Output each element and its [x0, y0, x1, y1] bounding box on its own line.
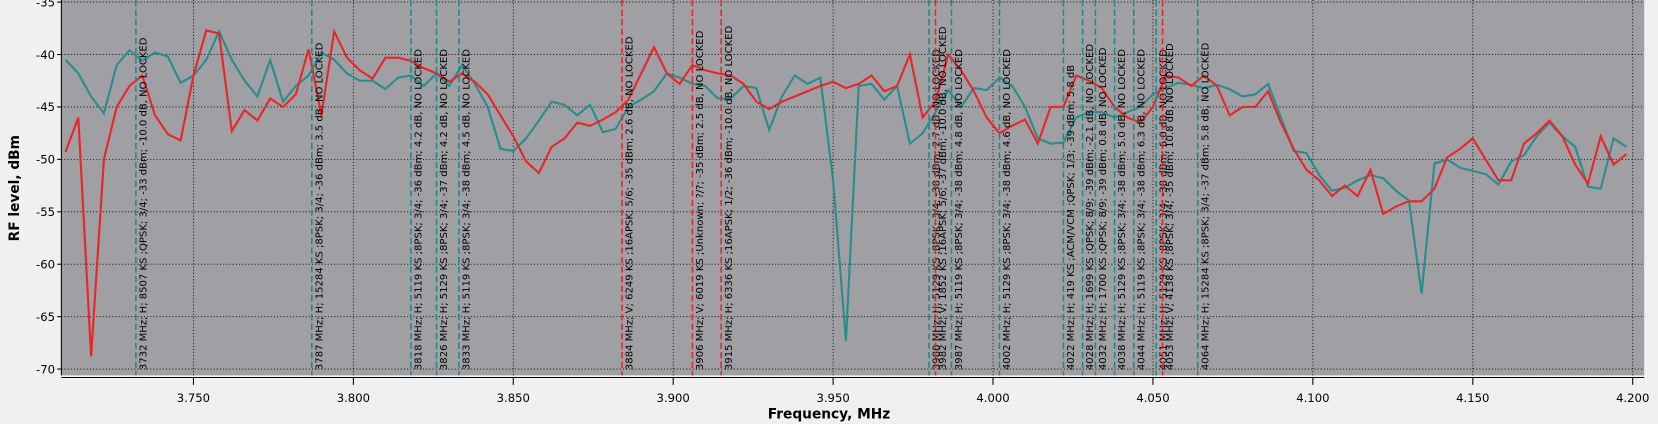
marker-label: 4022 MHz; H; 419 KS ;ACM/VCM ;QPSK; 1/3;… [1066, 65, 1077, 370]
x-tick-label: 3.750 [177, 391, 210, 405]
marker-label: 3884 MHz; V; 6249 KS ;16APSK; 5/6; -35 d… [625, 36, 636, 370]
series-line [64, 27, 1627, 357]
y-tick-label: -45 [36, 100, 55, 114]
y-tick-label: -70 [36, 362, 55, 376]
marker-label: 3833 MHz; H; 5119 KS ;8PSK; 3/4; -38 dBm… [461, 49, 472, 370]
x-tick-label: 4.000 [976, 391, 1009, 405]
x-tick-label: 4.050 [1136, 391, 1169, 405]
y-tick-label: -35 [36, 0, 55, 9]
marker-label: 3980 MHz; H; 5129 KS ;8PSK; 3/4; -38 dBm… [932, 49, 943, 370]
y-tick-label: -60 [36, 257, 55, 271]
marker-label: 4002 MHz; H; 5129 KS ;8PSK; 3/4; -38 dBm… [1002, 49, 1013, 370]
marker-label: 4051 MHz; H; 5129 KS ;8PSK; 3/4; -38 dBm… [1159, 49, 1170, 370]
marker-label: 3787 MHz; H; 15284 KS ;8PSK; 3/4; -36 dB… [314, 42, 325, 370]
marker-label: 3732 MHz; H; 8507 KS ;QPSK; 3/4; -33 dBm… [138, 37, 149, 370]
marker-label: 4064 MHz; H; 15284 KS ;8PSK; 3/4; -37 dB… [1200, 42, 1211, 370]
x-tick-label: 4.100 [1296, 391, 1329, 405]
marker-label: 4053 MHz; V; 4138 KS ;8PSK; 3/4; -35 dBm… [1165, 43, 1176, 370]
marker-label: 3906 MHz; V; 6019 KS ;Unknown; ?/?; -35 … [695, 30, 706, 370]
marker-label: 4038 MHz; H; 5129 KS ;8PSK; 3/4; -38 dBm… [1117, 49, 1128, 370]
marker-label: 4028 MHz; H; 1699 KS ;QPSK; 8/9; -39 dBm… [1085, 44, 1096, 370]
marker-label: 3826 MHz; H; 5129 KS ;8PSK; 3/4; -37 dBm… [439, 49, 450, 370]
y-tick-label: -55 [36, 205, 55, 219]
x-tick-label: 3.800 [337, 391, 370, 405]
marker-label: 3915 MHz; H; 6336 KS ;16APSK; 1/2; -36 d… [724, 26, 735, 371]
y-axis-label: RF level, dBm [7, 135, 23, 241]
marker-label: 4044 MHz; H; 5119 KS ;8PSK; 3/4; -38 dBm… [1136, 49, 1147, 370]
y-tick-label: -40 [36, 48, 55, 62]
marker-label: 3818 MHz; H; 5119 KS ;8PSK; 3/4; -36 dBm… [414, 49, 425, 370]
x-tick-label: 4.200 [1616, 391, 1649, 405]
y-tick-label: -50 [36, 153, 55, 167]
x-tick-label: 3.900 [657, 391, 690, 405]
y-tick-label: -65 [36, 310, 55, 324]
x-tick-label: 3.950 [816, 391, 849, 405]
marker-label: 4032 MHz; H; 1700 KS ;QPSK; 8/9; -39 dBm… [1098, 47, 1109, 370]
x-tick-label: 3.850 [497, 391, 530, 405]
marker-label: 3987 MHz; H; 5119 KS ;8PSK; 3/4; -38 dBm… [954, 49, 965, 370]
x-axis-label: Frequency, MHz [768, 407, 890, 423]
marker-label: 3982 MHz; V; 1852 KS ;16APSK; 5/6; -37 d… [938, 26, 949, 370]
x-tick-label: 4.150 [1456, 391, 1489, 405]
